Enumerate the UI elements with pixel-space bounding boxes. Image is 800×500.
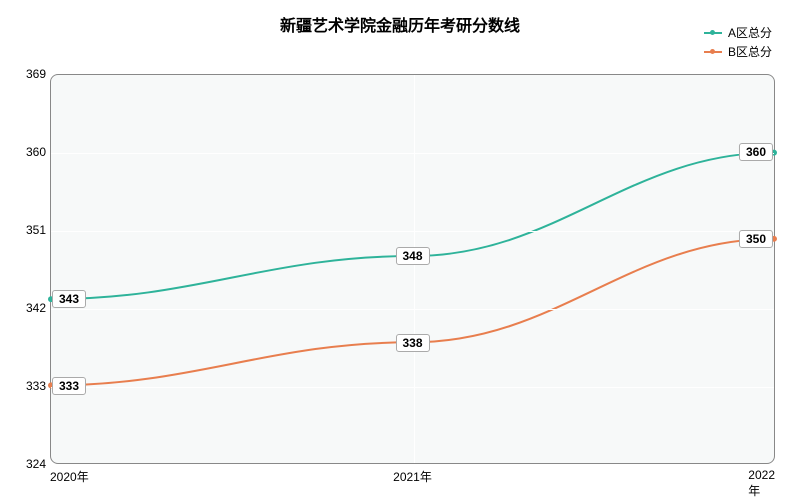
grid-line — [51, 231, 774, 232]
legend-item: A区总分 — [704, 24, 772, 41]
y-axis-label: 351 — [26, 223, 46, 237]
series-line — [51, 153, 774, 300]
y-axis-label: 369 — [26, 67, 46, 81]
grid-line — [51, 387, 774, 388]
data-label: 348 — [395, 247, 429, 265]
data-label: 360 — [739, 143, 773, 161]
y-axis-label: 324 — [26, 457, 46, 471]
data-label: 333 — [52, 377, 86, 395]
x-axis-label: 2022年 — [748, 468, 775, 499]
legend-item: B区总分 — [704, 43, 772, 60]
chart-title: 新疆艺术学院金融历年考研分数线 — [280, 12, 520, 36]
grid-line — [414, 75, 415, 463]
legend: A区总分 B区总分 — [704, 24, 772, 62]
data-label: 350 — [739, 230, 773, 248]
grid-line — [51, 153, 774, 154]
plot-area — [50, 74, 775, 464]
data-label: 338 — [395, 334, 429, 352]
y-axis-label: 333 — [26, 379, 46, 393]
x-axis-label: 2020年 — [50, 468, 89, 485]
data-label: 343 — [52, 290, 86, 308]
legend-label: A区总分 — [728, 24, 772, 41]
y-axis-label: 342 — [26, 301, 46, 315]
legend-label: B区总分 — [728, 43, 772, 60]
x-axis-label: 2021年 — [393, 468, 432, 485]
legend-swatch-icon — [704, 51, 722, 53]
chart-container: 新疆艺术学院金融历年考研分数线 A区总分 B区总分 324 333 342 351 36… — [0, 0, 800, 500]
grid-line — [51, 309, 774, 310]
y-axis-label: 360 — [26, 145, 46, 159]
line-layer — [51, 75, 774, 463]
legend-swatch-icon — [704, 32, 722, 34]
